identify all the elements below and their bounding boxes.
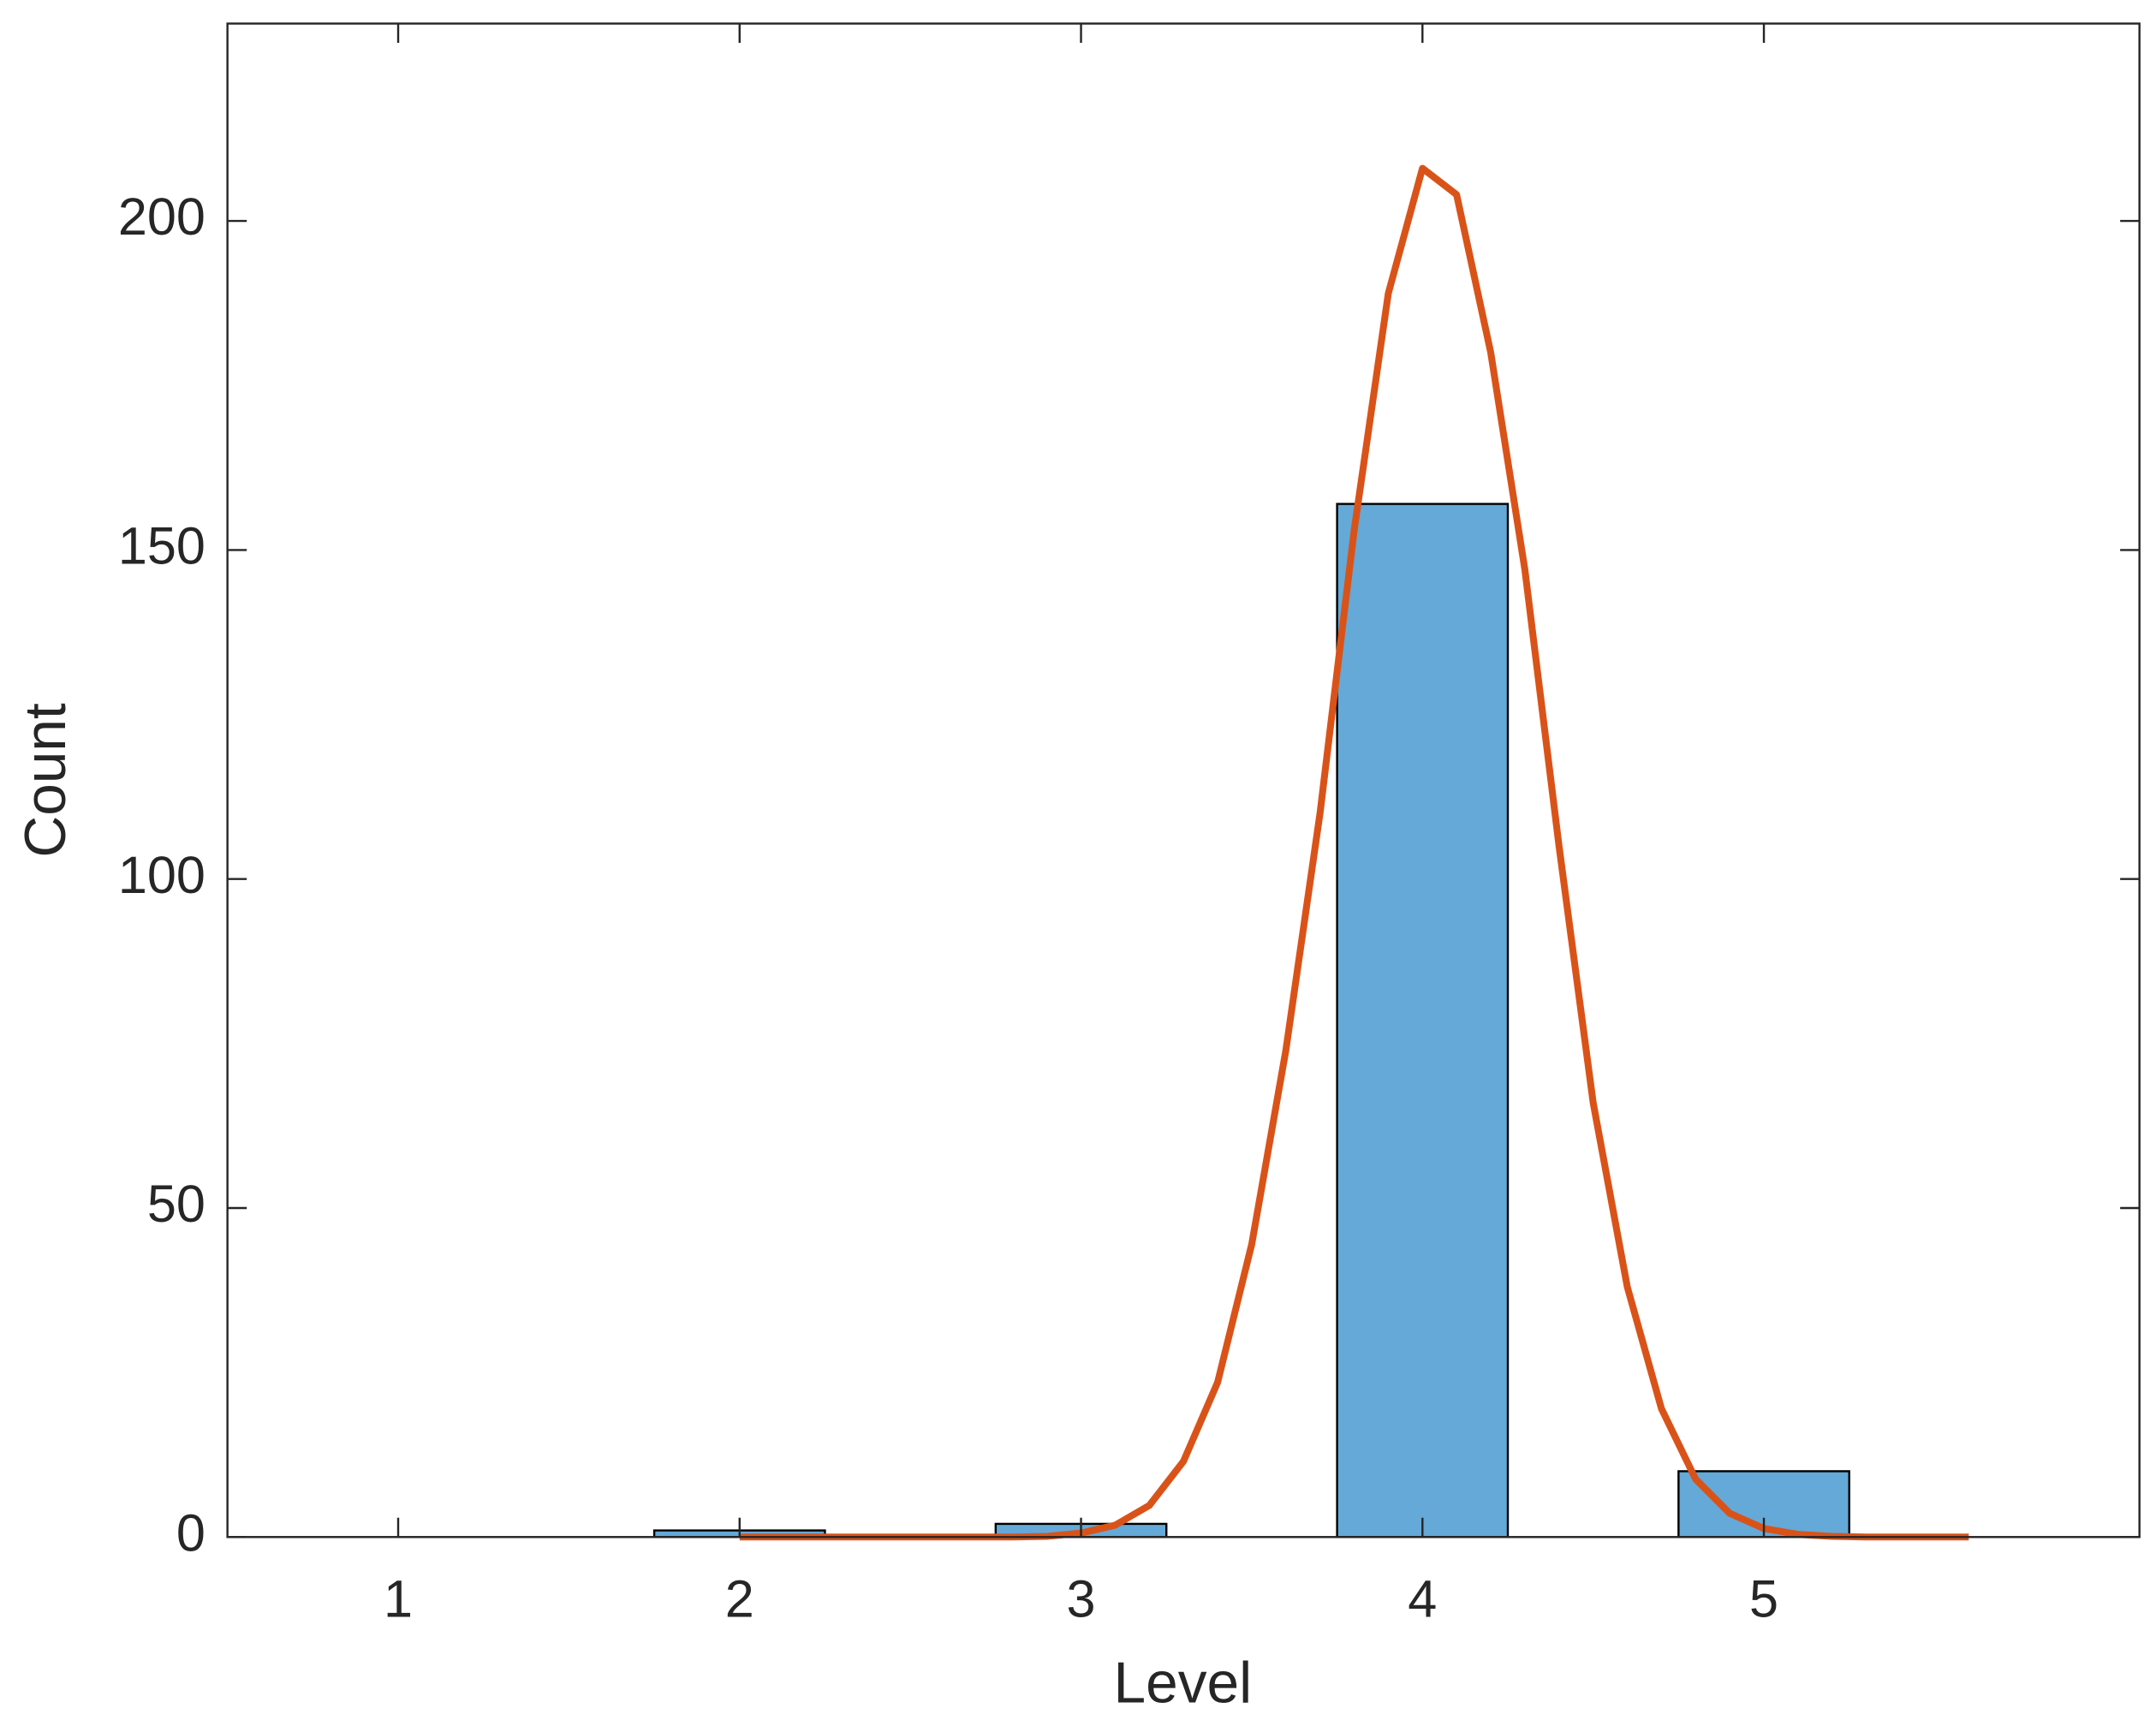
x-tick-label: 4 xyxy=(1408,1570,1437,1628)
x-axis-label: Level xyxy=(1114,1652,1253,1716)
plot-frame xyxy=(226,22,2141,1539)
y-tick-label: 0 xyxy=(176,1503,205,1562)
y-axis-label: Count xyxy=(14,703,78,858)
y-tick-label: 100 xyxy=(118,846,205,904)
x-tick-label: 3 xyxy=(1067,1570,1096,1628)
x-tick-label: 1 xyxy=(384,1570,413,1628)
x-tick-label: 2 xyxy=(725,1570,754,1628)
y-tick-label: 200 xyxy=(118,187,205,246)
y-tick-label: 50 xyxy=(147,1175,205,1233)
x-tick-label: 5 xyxy=(1749,1570,1778,1628)
y-tick-label: 150 xyxy=(118,517,205,575)
bar xyxy=(1336,503,1510,1539)
